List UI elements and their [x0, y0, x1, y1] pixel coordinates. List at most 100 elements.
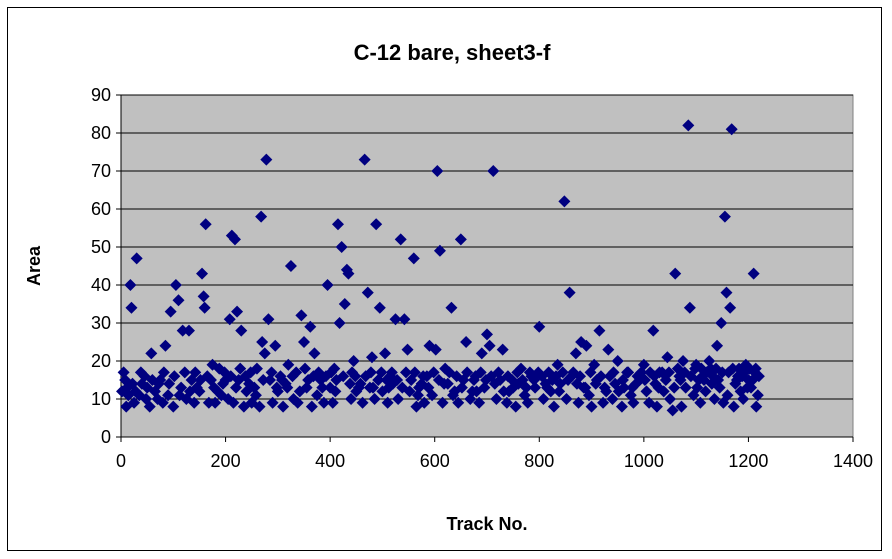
- y-tick-label: 0: [101, 427, 111, 447]
- data-point: [418, 396, 431, 409]
- data-point: [168, 370, 181, 383]
- data-point: [345, 393, 358, 405]
- data-point: [290, 366, 303, 379]
- data-point: [452, 396, 465, 409]
- data-point: [427, 366, 440, 379]
- data-point: [407, 252, 420, 265]
- data-point: [159, 339, 172, 352]
- data-point: [172, 294, 185, 307]
- data-point: [317, 396, 330, 409]
- data-point: [391, 374, 404, 386]
- data-point: [125, 301, 138, 314]
- data-point: [622, 366, 635, 379]
- data-point: [683, 301, 696, 314]
- data-point: [140, 393, 153, 405]
- data-point: [492, 366, 505, 379]
- data-point: [750, 400, 763, 413]
- data-point: [331, 218, 344, 231]
- data-point: [264, 374, 277, 386]
- data-point: [669, 267, 682, 280]
- data-point: [335, 241, 348, 253]
- data-point: [724, 301, 737, 314]
- data-point: [262, 313, 275, 326]
- data-point: [589, 377, 602, 390]
- data-points: [116, 119, 765, 417]
- data-point: [305, 400, 318, 413]
- data-point: [411, 389, 424, 402]
- data-point: [209, 396, 222, 409]
- data-point: [370, 218, 383, 231]
- data-point: [385, 366, 398, 379]
- data-point: [562, 374, 575, 386]
- x-axis-title: Track No.: [446, 514, 527, 534]
- data-point: [474, 366, 487, 379]
- data-point: [726, 362, 739, 375]
- data-point: [488, 377, 501, 390]
- data-point: [284, 260, 297, 272]
- data-point: [337, 370, 350, 383]
- data-point: [364, 366, 377, 379]
- data-point: [626, 381, 639, 394]
- data-point: [389, 313, 402, 326]
- data-point: [282, 358, 295, 371]
- data-point: [253, 400, 266, 413]
- data-point: [558, 195, 571, 208]
- data-point: [563, 286, 576, 299]
- data-point: [193, 385, 206, 398]
- data-point: [752, 370, 765, 383]
- data-point: [677, 355, 690, 367]
- data-point: [413, 381, 426, 394]
- data-point: [490, 393, 503, 405]
- data-point: [311, 389, 324, 402]
- data-point: [408, 366, 421, 379]
- data-point: [304, 320, 317, 333]
- x-tick-label: 400: [315, 451, 345, 471]
- data-point: [145, 347, 158, 360]
- data-point: [694, 396, 707, 409]
- data-point: [230, 381, 243, 394]
- data-point: [235, 324, 248, 337]
- data-point: [721, 389, 734, 402]
- data-point: [223, 313, 236, 326]
- data-point: [120, 400, 133, 413]
- data-point: [647, 324, 660, 337]
- data-point: [167, 400, 180, 413]
- data-point: [675, 400, 688, 413]
- data-point: [450, 370, 463, 383]
- data-point: [433, 244, 446, 257]
- data-point: [265, 366, 278, 379]
- data-point: [741, 381, 754, 394]
- data-point: [356, 396, 369, 409]
- data-point: [216, 377, 229, 390]
- data-point: [156, 396, 169, 409]
- data-point: [401, 343, 414, 356]
- data-point: [598, 381, 611, 394]
- data-point: [509, 400, 522, 413]
- data-point: [584, 366, 597, 379]
- data-point: [664, 393, 676, 405]
- data-point: [392, 393, 405, 405]
- data-point: [487, 165, 500, 177]
- x-tick-label: 1000: [624, 451, 664, 471]
- data-point: [438, 377, 451, 390]
- data-point: [666, 404, 679, 417]
- data-point: [119, 374, 132, 386]
- data-point: [585, 400, 598, 413]
- data-point: [691, 381, 704, 394]
- data-point: [121, 381, 134, 394]
- data-point: [276, 374, 289, 386]
- data-point: [244, 366, 257, 379]
- data-point: [537, 393, 550, 405]
- data-point: [257, 374, 270, 386]
- data-point: [607, 366, 620, 379]
- data-point: [447, 389, 460, 402]
- data-point: [580, 339, 593, 352]
- data-point: [269, 339, 282, 352]
- data-point: [454, 233, 467, 246]
- data-point: [197, 290, 210, 303]
- data-point: [163, 377, 176, 390]
- data-point: [661, 351, 674, 364]
- data-point: [396, 381, 409, 394]
- data-point: [682, 119, 695, 132]
- data-point: [496, 343, 509, 356]
